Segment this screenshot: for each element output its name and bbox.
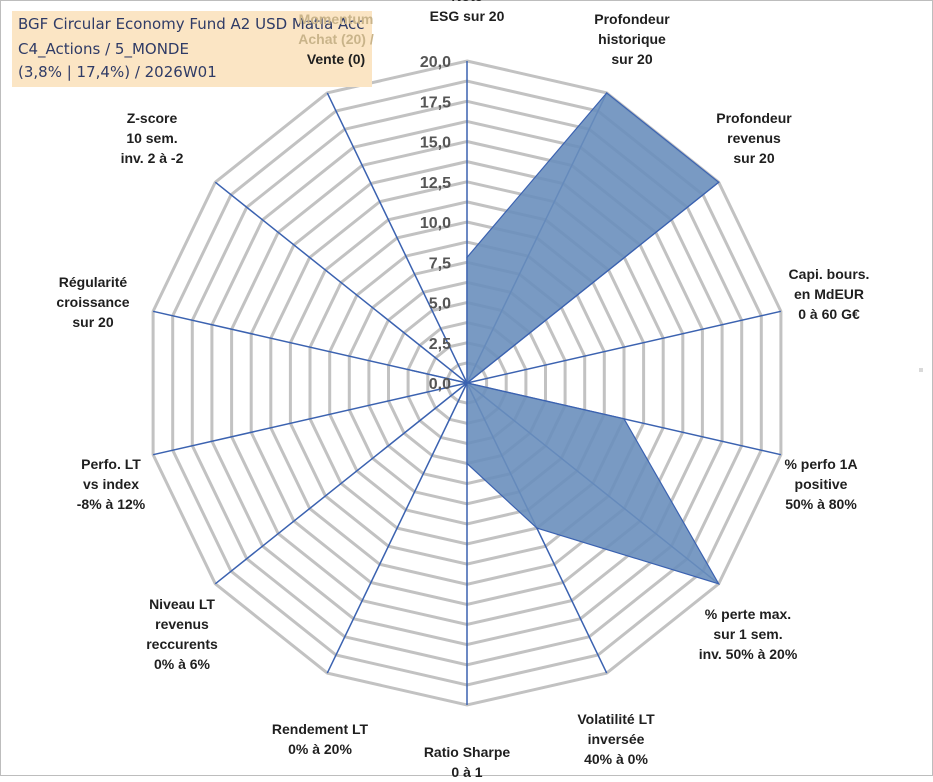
axis-label: Volatilité LT inversée 40% à 0% — [577, 709, 654, 769]
axis-label-line: Rendement LT — [271, 721, 369, 737]
edge-marker — [919, 368, 923, 372]
axis-label: % perte max. sur 1 sem. inv. 50% à 20% — [699, 604, 798, 664]
axis-label-line: Momentum — [298, 11, 374, 27]
axis-label-line: Capi. bours. — [788, 266, 870, 282]
axis-label-line: inversée — [587, 731, 645, 747]
r-axis-tick-label: 12,5 — [420, 175, 451, 192]
axis-label-line: Perfo. LT — [81, 456, 141, 472]
axis-spoke — [326, 382, 468, 674]
fund-name-title: BGF Circular Economy Fund A2 USD Matla A… — [18, 15, 365, 33]
r-axis-tick-label: 17,5 — [420, 94, 451, 111]
axis-label-line: % perte max. — [704, 606, 792, 622]
axis-label: Régularité croissance sur 20 — [56, 272, 129, 332]
axis-label: Capi. bours. en MdEUR 0 à 60 G€ — [789, 264, 870, 324]
axis-spoke — [466, 310, 782, 384]
r-axis-tick-label: 7,5 — [429, 255, 451, 272]
data-series-area — [411, 92, 720, 585]
data-point — [411, 369, 413, 372]
period-subtitle: (3,8% | 17,4%) / 2026W01 — [18, 63, 217, 81]
axis-label: Rendement LT 0% à 20% — [272, 719, 368, 759]
axis-label-line: revenus — [155, 616, 209, 632]
axis-label: Niveau LT revenus reccurents 0% à 6% — [146, 594, 218, 674]
data-point — [466, 462, 468, 465]
axis-spoke — [214, 181, 468, 384]
axis-label-line: 0 à 60 G€ — [798, 306, 860, 322]
axis-label: Perfo. LT vs index -8% à 12% — [77, 454, 145, 514]
data-point — [718, 181, 720, 183]
axis-label-line: Vente (0) — [306, 51, 366, 67]
data-point — [623, 418, 625, 420]
r-axis-tick-label: 0,0 — [429, 376, 451, 393]
axis-label: Ratio Sharpe 0 à 1 — [424, 742, 510, 782]
axis-label-line: vs index — [82, 476, 140, 492]
series-layer — [411, 92, 720, 585]
axis-label-line: 50% à 80% — [785, 496, 857, 512]
axis-label-line: croissance — [56, 294, 130, 310]
axis-label-line: Note — [430, 0, 505, 6]
axis-label-line: positive — [794, 476, 848, 492]
axis-label-line: Niveau LT — [149, 596, 215, 612]
r-axis-tick-label: 5,0 — [429, 296, 451, 313]
r-axis-tick-label: 10,0 — [420, 215, 451, 232]
axis-label-line: sur 20 — [733, 150, 775, 166]
axis-label-line: inv. 50% à 20% — [698, 646, 798, 662]
axis-label: Note ESG sur 20 — [430, 0, 505, 26]
axis-label-line: historique — [598, 31, 666, 47]
axis-label: Z-score 10 sem. inv. 2 à -2 — [121, 108, 184, 168]
axis-label-line: 0% à 20% — [288, 741, 352, 757]
tick-layer: 0,0 2,5 5,0 7,5 10,0 12,5 15,0 17,5 20,0 — [420, 54, 451, 393]
axis-label: Profondeur revenus sur 20 — [716, 108, 791, 168]
axis-label-line: Profondeur — [594, 11, 670, 27]
category-subtitle: C4_Actions / 5_MONDE — [18, 40, 189, 58]
axis-label-line: 10 sem. — [126, 130, 178, 146]
axis-label-line: % perfo 1A — [784, 456, 858, 472]
axis-spoke — [326, 92, 468, 384]
data-point — [718, 583, 720, 585]
data-point — [536, 527, 538, 529]
axis-label-line: 0 à 1 — [451, 764, 483, 780]
r-axis-tick-label: 20,0 — [420, 54, 451, 71]
axis-label-line: ESG sur 20 — [429, 8, 505, 24]
axis-label: Profondeur historique sur 20 — [594, 9, 669, 69]
axis-label-line: en MdEUR — [794, 286, 864, 302]
axis-label-line: sur 20 — [611, 51, 653, 67]
axis-label-line: sur 20 — [72, 314, 114, 330]
axis-label-line: inv. 2 à -2 — [120, 150, 184, 166]
axis-label-line: Profondeur — [716, 110, 792, 126]
axis-label: % perfo 1A positive 50% à 80% — [784, 454, 857, 514]
axis-spoke — [152, 382, 468, 456]
axis-label-line: Ratio Sharpe — [423, 744, 511, 760]
r-axis-tick-label: 15,0 — [420, 135, 451, 152]
data-point — [466, 382, 468, 384]
axis-label-line: 0% à 6% — [153, 656, 211, 672]
data-point — [606, 92, 608, 94]
axis-label-line: Achat (20) / — [298, 31, 374, 47]
axis-label-line: Régularité — [58, 274, 128, 290]
axis-label-line: 40% à 0% — [584, 751, 648, 767]
axis-spoke — [214, 382, 468, 585]
data-point — [466, 256, 468, 258]
axis-label-line: -8% à 12% — [76, 496, 146, 512]
title-box: BGF Circular Economy Fund A2 USD Matla A… — [12, 11, 372, 87]
axis-label-line: Z-score — [126, 110, 178, 126]
axis-label-line: reccurents — [146, 636, 218, 652]
axis-label-line: Volatilité LT — [577, 711, 655, 727]
axis-label: Momentum Achat (20) / Vente (0) — [298, 9, 373, 69]
axis-label-line: revenus — [727, 130, 781, 146]
r-axis-tick-label: 2,5 — [429, 336, 451, 353]
axis-label-line: sur 1 sem. — [713, 626, 783, 642]
